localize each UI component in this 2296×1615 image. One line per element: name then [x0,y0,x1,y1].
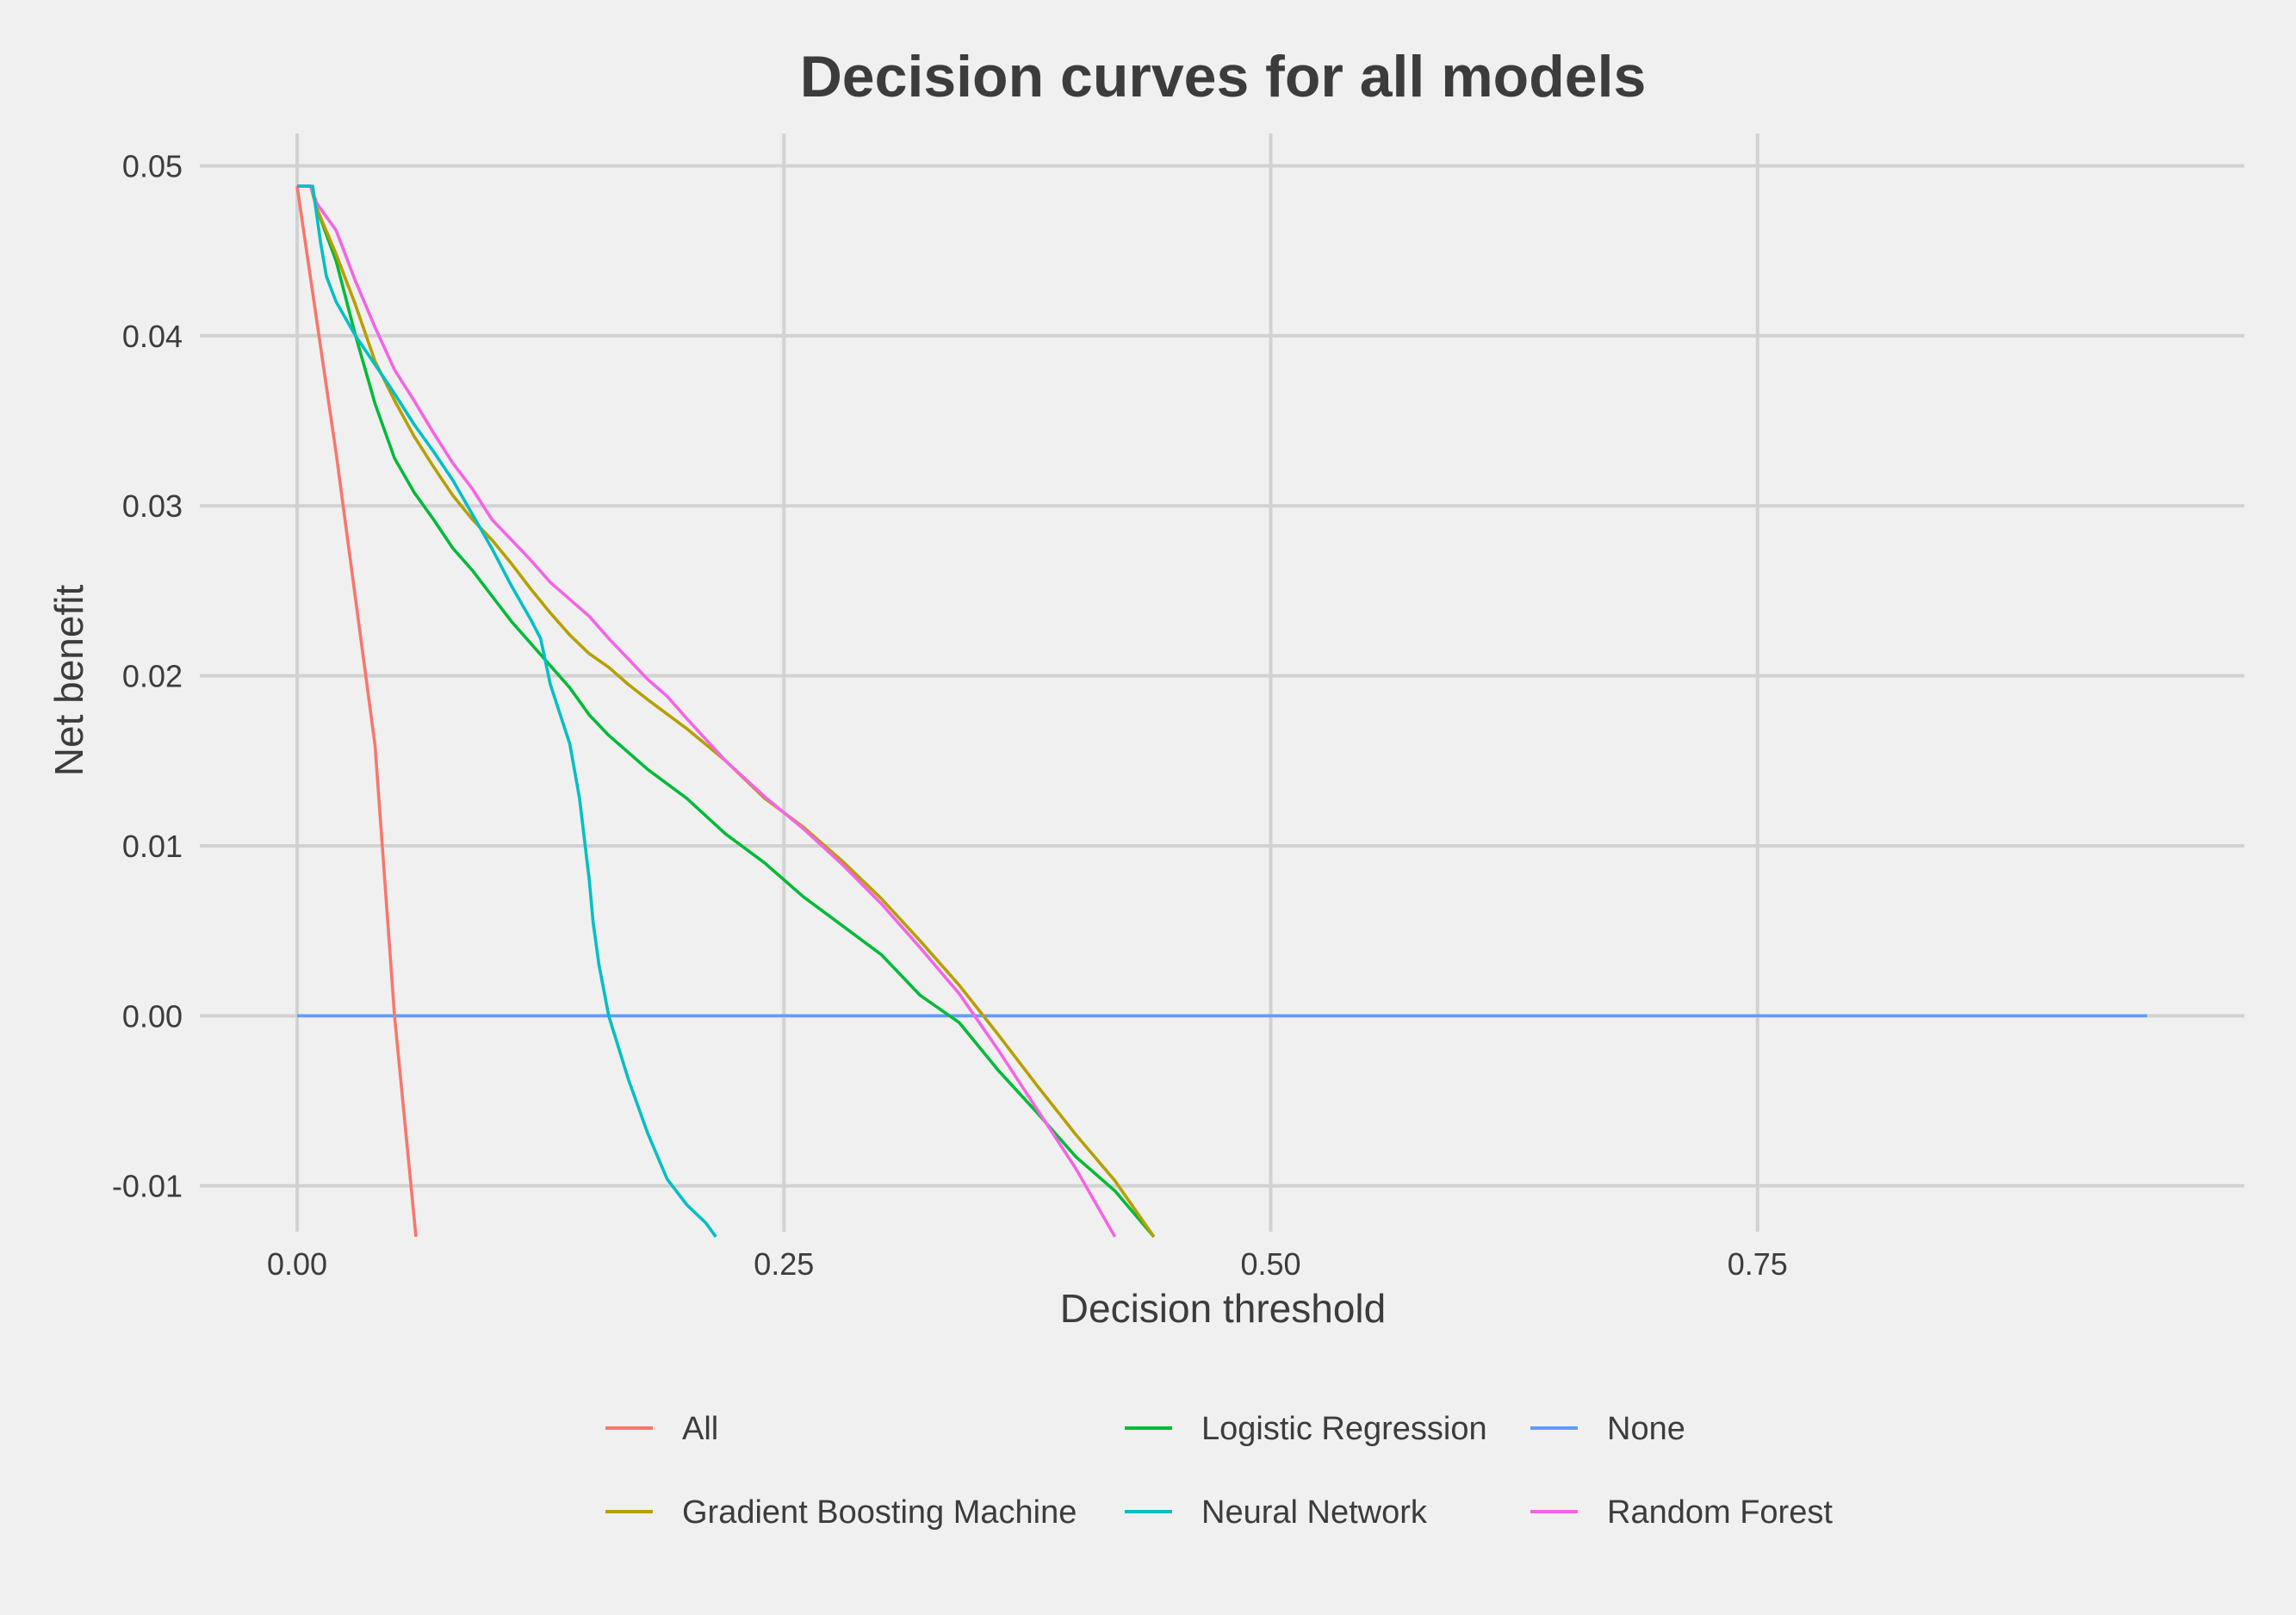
y-tick-labels: -0.01 0.00 0.01 0.02 0.03 0.04 0.05 [112,149,183,1204]
gridlines [200,134,2244,1232]
legend-label-none: None [1607,1411,1685,1447]
legend-label-all: All [682,1411,718,1447]
legend-label-random-forest: Random Forest [1607,1494,1833,1531]
legend-label-logistic-regression: Logistic Regression [1201,1411,1487,1447]
legend-label-neural-network: Neural Network [1201,1494,1428,1531]
series-line-random-forest [297,184,1117,1238]
x-tick-label: 0.25 [754,1246,814,1282]
y-tick-label: 0.00 [122,998,183,1034]
series-lines [295,184,2147,1239]
series-line-logistic-regression [297,184,1156,1239]
y-tick-label: 0.05 [122,149,183,184]
chart-title: Decision curves for all models [800,44,1647,109]
legend: All Logistic Regression None Gradient Boost… [605,1411,1833,1531]
x-axis-title: Decision threshold [1060,1286,1386,1331]
y-tick-label: 0.04 [122,319,183,354]
x-tick-label: 0.75 [1728,1246,1788,1282]
y-tick-label: -0.01 [112,1169,183,1204]
series-line-all [295,185,418,1238]
y-tick-label: 0.01 [122,829,183,864]
legend-label-gradient-boosting-machine: Gradient Boosting Machine [682,1494,1077,1531]
y-axis-title: Net benefit [47,585,91,777]
x-tick-labels: 0.00 0.25 0.50 0.75 [267,1246,1788,1282]
series-line-neural-network [297,184,717,1238]
y-tick-label: 0.03 [122,488,183,524]
y-tick-label: 0.02 [122,659,183,694]
x-tick-label: 0.50 [1240,1246,1300,1282]
x-tick-label: 0.00 [267,1246,327,1282]
series-line-gradient-boosting-machine [297,184,1156,1238]
